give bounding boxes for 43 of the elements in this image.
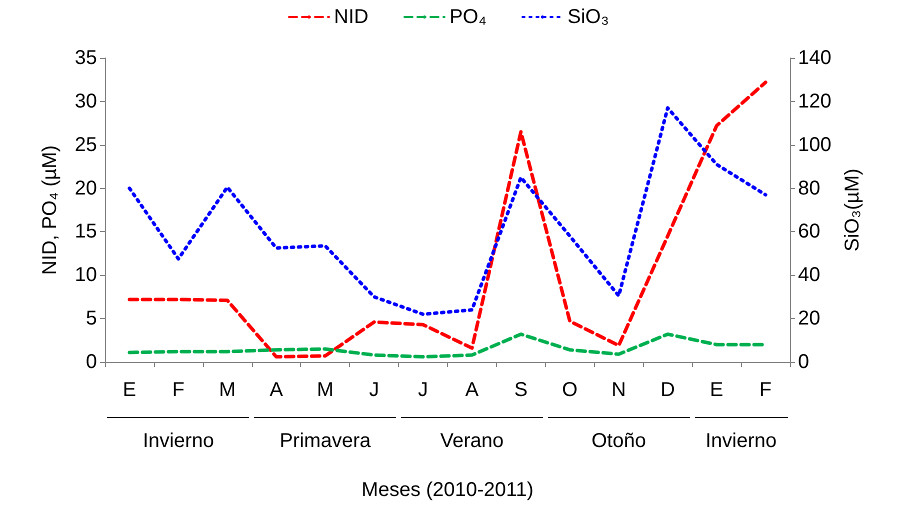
y2-tick-label: 20 — [798, 308, 820, 330]
y-tick-label: 20 — [74, 177, 97, 200]
y2-tick-label: 120 — [798, 90, 832, 112]
y-tick-label: 0 — [86, 351, 97, 373]
y2-tick-label: 140 — [798, 47, 832, 69]
y2-tick-label: 80 — [798, 177, 820, 200]
text: Invierno — [142, 430, 215, 453]
x-axis-title: Meses (2010-2011) — [362, 479, 534, 501]
text: Primavera — [278, 430, 372, 453]
y-tick-label: 15 — [74, 220, 97, 243]
text: Invierno — [704, 430, 778, 453]
text: Otoño — [590, 430, 647, 453]
x-tick-label: J — [369, 379, 380, 401]
text: Verano — [439, 430, 505, 453]
legend-label: NID — [334, 6, 368, 28]
y2-axis-title: SiO₃(µM) — [841, 168, 864, 252]
x-tick-label: F — [759, 379, 772, 401]
y2-tick-label: 0 — [798, 351, 810, 373]
y2-tick-label: 100 — [798, 134, 832, 156]
line-series — [128, 106, 768, 316]
legend-label: PO₄ — [449, 6, 487, 28]
x-tick-label: D — [660, 379, 675, 401]
x-tick-label: E — [122, 379, 136, 401]
x-tick-label: S — [514, 379, 528, 401]
y-tick-label: 25 — [74, 134, 97, 156]
y-tick-label: 5 — [86, 308, 97, 330]
x-tick-label: F — [172, 379, 184, 401]
x-tick-label: N — [612, 379, 626, 401]
y2-tick-label: 40 — [798, 264, 820, 286]
y-tick-label: 30 — [74, 90, 97, 112]
x-tick-label: M — [316, 379, 334, 401]
y-tick-label: 35 — [74, 47, 97, 69]
legend-label: SiO₃ — [568, 6, 609, 28]
x-tick-label: A — [465, 379, 480, 401]
y2-tick-label: 60 — [798, 220, 820, 243]
y-tick-label: 10 — [74, 264, 97, 286]
x-tick-label: A — [270, 379, 284, 401]
x-tick-label: E — [710, 379, 724, 401]
line-series — [128, 80, 768, 359]
x-tick-label: O — [562, 379, 578, 401]
y-axis-title: NID, PO₄ (µM) — [39, 145, 61, 275]
x-tick-label: J — [418, 379, 428, 401]
x-tick-label: M — [218, 379, 236, 401]
